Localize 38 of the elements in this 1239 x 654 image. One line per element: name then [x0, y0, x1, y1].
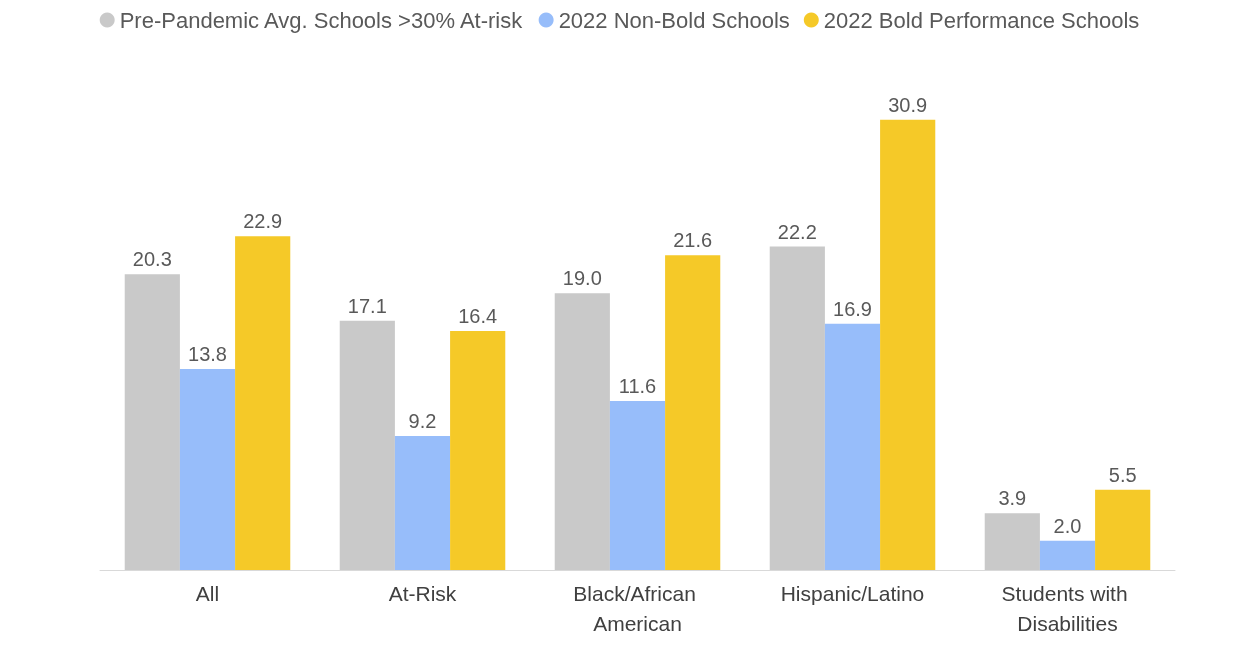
data-label: 30.9 [888, 93, 928, 116]
bar [339, 320, 395, 570]
data-label: 9.2 [408, 409, 437, 432]
data-label: 16.4 [458, 305, 498, 328]
bar [769, 246, 825, 570]
data-label: 11.6 [618, 374, 657, 397]
data-label: 16.9 [833, 297, 872, 320]
bar [880, 119, 936, 570]
bar [665, 255, 721, 570]
data-label: 21.6 [673, 229, 713, 252]
x-tick-label: All [195, 581, 220, 605]
x-tick-label: Hispanic/Latino [780, 581, 925, 605]
data-label: 5.5 [1108, 463, 1137, 486]
bar [235, 236, 291, 570]
data-label: 13.8 [188, 342, 227, 365]
data-label: 22.2 [777, 220, 817, 243]
bar [984, 513, 1040, 570]
x-tick-label: Students with Disabilities [1001, 581, 1134, 635]
bar [124, 274, 180, 570]
bar [1095, 489, 1151, 570]
legend-label: 2022 Bold Performance Schools [823, 7, 1140, 33]
bar [609, 400, 666, 570]
bar [450, 331, 506, 570]
data-label: 2.0 [1053, 514, 1082, 537]
bar [824, 323, 881, 570]
data-label: 19.0 [562, 267, 602, 290]
x-tick-label: At-Risk [388, 581, 457, 605]
bar [179, 368, 236, 570]
bar [554, 293, 610, 570]
legend-label: Pre-Pandemic Avg. Schools >30% At-risk [119, 7, 524, 33]
bar [394, 435, 451, 570]
data-label: 17.1 [347, 294, 387, 317]
x-tick-label: Black/African American [573, 581, 702, 635]
data-label: 20.3 [132, 248, 172, 271]
data-label: 22.9 [243, 210, 283, 233]
legend-label: 2022 Non-Bold Schools [558, 7, 790, 33]
bar [1039, 540, 1096, 570]
data-label: 3.9 [998, 487, 1027, 510]
